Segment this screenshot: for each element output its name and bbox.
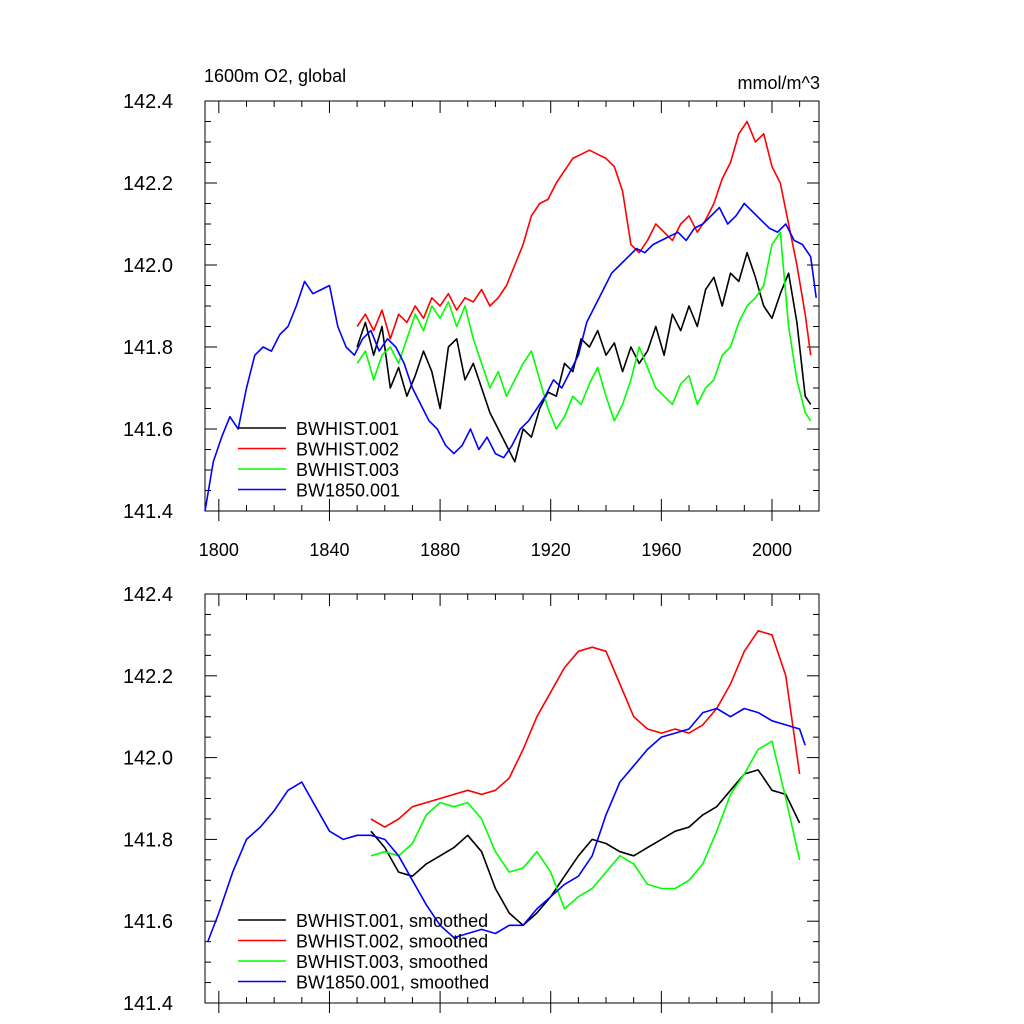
y-tick-label: 142.0 xyxy=(123,748,173,770)
y-tick-label: 142.2 xyxy=(123,666,173,688)
legend-label: BWHIST.003, smoothed xyxy=(296,952,488,972)
x-tick-label: 1800 xyxy=(199,540,239,560)
legend-label: BW1850.001, smoothed xyxy=(296,973,489,993)
y-tick-label: 141.8 xyxy=(123,829,173,851)
y-tick-label: 142.4 xyxy=(123,584,173,606)
top-panel-units: mmol/m^3 xyxy=(738,73,820,93)
y-tick-label: 141.6 xyxy=(123,911,173,933)
y-tick-label: 142.2 xyxy=(123,173,173,195)
series-line xyxy=(356,251,812,463)
legend-label: BW1850.001 xyxy=(296,481,400,501)
top-panel-title: 1600m O2, global xyxy=(204,66,346,86)
legend-label: BWHIST.001, smoothed xyxy=(296,911,488,931)
x-tick-label: 1880 xyxy=(420,540,460,560)
series-line xyxy=(370,769,801,927)
legend-label: BWHIST.002, smoothed xyxy=(296,932,488,952)
series-line xyxy=(370,740,801,910)
legend-label: BWHIST.003 xyxy=(296,460,399,480)
series-line xyxy=(207,707,806,942)
y-tick-label: 141.8 xyxy=(123,337,173,359)
legend-label: BWHIST.002 xyxy=(296,440,399,460)
y-tick-label: 141.6 xyxy=(123,419,173,441)
y-tick-label: 141.4 xyxy=(123,993,173,1015)
y-tick-label: 141.4 xyxy=(123,501,173,523)
bottom-panel: 141.4 141.6 141.8 142.0 142.2 142.4 BWHIST.001… xyxy=(123,584,820,1015)
x-tick-label: 1920 xyxy=(531,540,571,560)
series-line xyxy=(204,202,817,512)
y-tick-label: 142.0 xyxy=(123,255,173,277)
x-tick-label: 1840 xyxy=(309,540,349,560)
series-line xyxy=(370,629,801,828)
top-panel: 1800 1840 1880 1920 1960 2000 141.4 141.6 141.8 1… xyxy=(123,91,820,560)
y-tick-label: 142.4 xyxy=(123,91,173,113)
legend-label: BWHIST.001 xyxy=(296,419,399,439)
series-line xyxy=(356,120,812,356)
x-tick-label: 1960 xyxy=(641,540,681,560)
series-line xyxy=(356,231,812,430)
x-tick-label: 2000 xyxy=(752,540,792,560)
